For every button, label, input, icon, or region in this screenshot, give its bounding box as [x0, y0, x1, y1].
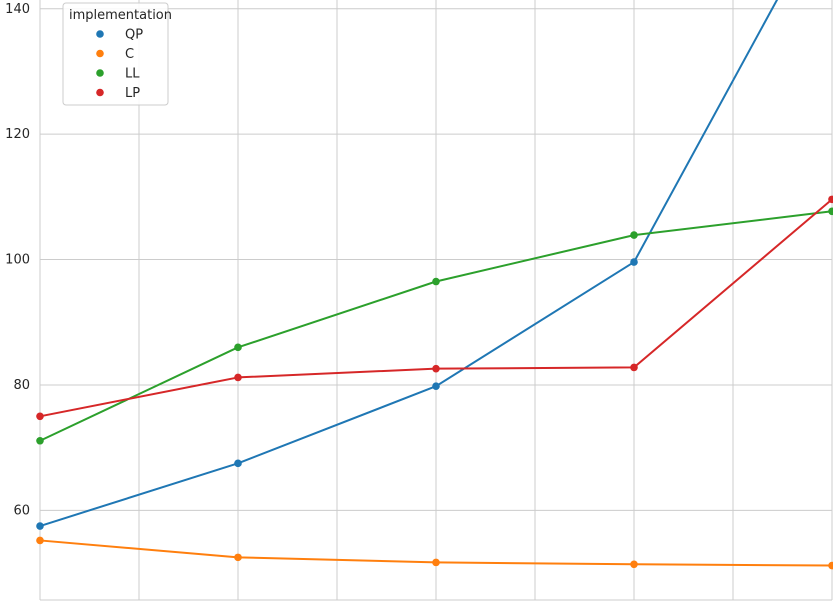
data-point-c: [36, 536, 44, 545]
legend-marker-ll: [96, 69, 104, 77]
data-point-lp: [630, 363, 638, 372]
data-point-lp: [234, 373, 242, 382]
data-point-ll: [828, 207, 833, 216]
plot-area: [36, 0, 833, 570]
data-point-c: [828, 561, 833, 570]
y-tick-label: 100: [5, 253, 30, 268]
legend-title: implementation: [69, 8, 172, 23]
data-point-ll: [36, 436, 44, 445]
data-point-c: [432, 558, 440, 567]
data-point-qp: [432, 382, 440, 391]
data-point-qp: [234, 459, 242, 468]
data-point-qp: [630, 258, 638, 266]
data-point-c: [234, 553, 242, 562]
legend-label-c: C: [125, 47, 134, 62]
legend-item-qp: QP: [96, 28, 143, 43]
legend-items: QP C LL LP: [96, 28, 143, 101]
y-tick-label: 120: [5, 127, 30, 142]
data-point-ll: [432, 277, 440, 286]
legend-label-ll: LL: [125, 67, 140, 82]
data-point-lp: [828, 195, 833, 204]
legend-label-lp: LP: [125, 86, 140, 101]
data-point-lp: [36, 412, 44, 421]
legend-item-lp: LP: [96, 86, 140, 101]
legend-marker-qp: [96, 30, 104, 38]
legend-item-ll: LL: [96, 67, 140, 82]
legend: implementation QP C LL LP: [62, 2, 172, 106]
legend-label-qp: QP: [125, 28, 143, 43]
data-point-c: [630, 560, 638, 569]
grid: [39, 0, 833, 600]
data-point-lp: [432, 364, 440, 373]
y-tick-label: 60: [13, 503, 30, 518]
axes: [39, 0, 832, 601]
data-point-qp: [36, 522, 44, 530]
data-point-ll: [234, 343, 242, 352]
legend-box: [62, 2, 169, 106]
y-tick-labels: 60 80 100 120 140: [5, 2, 30, 519]
legend-item-c: C: [96, 47, 134, 62]
y-tick-label: 80: [13, 378, 30, 393]
legend-marker-c: [96, 49, 104, 58]
data-point-ll: [630, 231, 638, 239]
y-tick-label: 140: [5, 2, 30, 17]
legend-marker-lp: [96, 88, 104, 97]
